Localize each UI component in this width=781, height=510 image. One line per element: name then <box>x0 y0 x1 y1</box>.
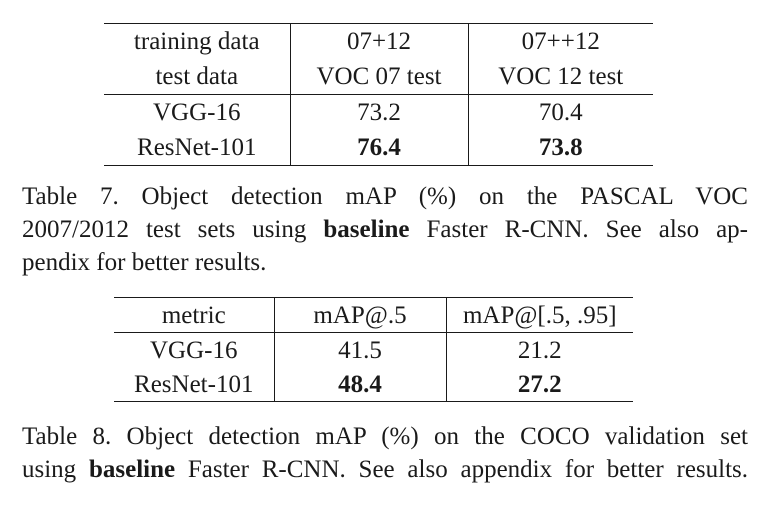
best-value-cell: 48.4 <box>338 370 382 398</box>
header-cell: training data <box>104 23 291 59</box>
row-label-cell: ResNet-101 <box>104 130 291 166</box>
caption-text: 2007/2012 test sets using <box>22 216 307 243</box>
table-8: metric mAP@.5 mAP@[.5, .95] VGG-16 41.5 … <box>114 297 633 402</box>
table-row: ResNet-101 48.4 27.2 <box>114 367 633 402</box>
table-8-caption: Table 8. Object detection mAP (%) on the… <box>22 420 748 486</box>
caption-text: Faster R-CNN. See also appendix for bett… <box>187 456 749 483</box>
row-label-cell: VGG-16 <box>114 332 275 367</box>
table-row: VGG-16 73.2 70.4 <box>104 94 653 130</box>
caption-line: pendix for better results. <box>22 249 267 276</box>
table-row: VGG-16 41.5 21.2 <box>114 332 633 367</box>
caption-line: 2007/2012 test sets using baseline Faste… <box>22 213 748 246</box>
table-header-row: training data 07+12 07++12 <box>104 23 653 59</box>
table-header-row: metric mAP@.5 mAP@[.5, .95] <box>114 297 633 333</box>
caption-line: using baseline Faster R-CNN. See also ap… <box>22 453 748 486</box>
table-7: training data 07+12 07++12 test data VOC… <box>104 23 653 166</box>
header-cell: metric <box>114 297 275 333</box>
header-cell: VOC 07 test <box>290 59 469 95</box>
best-value-cell: 76.4 <box>357 134 401 161</box>
header-cell: VOC 12 test <box>498 63 624 90</box>
caption-line: Table 7. Object detection mAP (%) on the… <box>22 183 748 210</box>
header-cell: test data <box>104 59 291 95</box>
header-cell: mAP@.5 <box>274 297 447 333</box>
table-row: ResNet-101 76.4 73.8 <box>104 130 653 166</box>
value-cell: 21.2 <box>446 332 633 367</box>
table-7-caption: Table 7. Object detection mAP (%) on the… <box>22 180 748 279</box>
best-value-cell: 73.8 <box>538 134 583 161</box>
value-cell: 70.4 <box>468 94 653 130</box>
value-cell: 41.5 <box>274 332 447 367</box>
row-label-cell: VGG-16 <box>104 94 291 130</box>
header-cell: 07+12 <box>290 23 469 59</box>
caption-text: Faster R-CNN. See also ap- <box>426 216 748 243</box>
caption-emphasis: baseline <box>88 456 176 483</box>
caption-text: using <box>22 456 77 483</box>
caption-line: Table 8. Object detection mAP (%) on the… <box>22 423 748 450</box>
header-cell: mAP@[.5, .95] <box>446 297 633 333</box>
caption-emphasis: baseline <box>323 216 410 243</box>
best-value-cell: 27.2 <box>517 370 562 398</box>
header-cell: 07++12 <box>468 23 653 59</box>
row-label-cell: ResNet-101 <box>114 367 275 402</box>
value-cell: 73.2 <box>290 94 469 130</box>
table-header-row: test data VOC 07 test VOC 12 test <box>104 59 653 95</box>
